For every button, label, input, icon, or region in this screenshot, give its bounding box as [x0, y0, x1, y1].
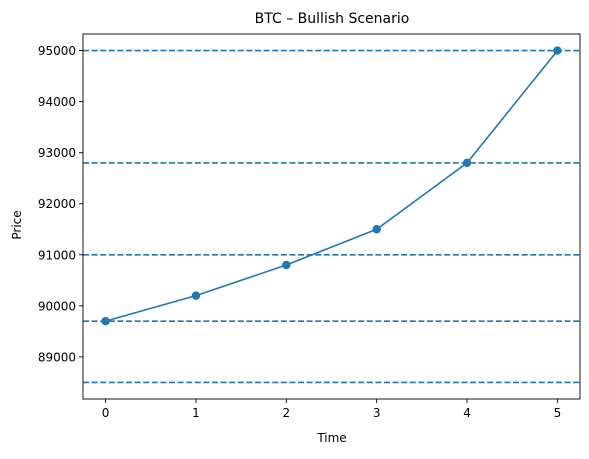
x-tick-label-1: 1: [192, 406, 200, 420]
x-tick-label-2: 2: [282, 406, 290, 420]
x-tick-label-4: 4: [463, 406, 471, 420]
data-point-0: [101, 316, 110, 326]
y-axis-label: Price: [10, 210, 24, 239]
data-point-5: [553, 46, 562, 55]
y-tick-label-4: 93000: [38, 146, 76, 160]
y-tick-label-5: 94000: [38, 95, 76, 109]
series-layer: [101, 46, 562, 326]
data-point-1: [191, 291, 201, 300]
series-line-0: [105, 50, 559, 322]
y-tick-label-2: 91000: [38, 248, 76, 262]
data-point-4: [462, 158, 472, 168]
data-point-3: [372, 225, 381, 234]
y-tick-label-3: 92000: [38, 197, 76, 211]
axes: 0 1 2 3 4 5 89000 90000 91000 92000 93000 94000 9500…: [38, 33, 581, 420]
chart-title: BTC – Bullish Scenario: [255, 11, 410, 27]
reference-lines: [83, 49, 580, 384]
y-tick-label-1: 90000: [38, 299, 76, 313]
x-tick-label-0: 0: [102, 406, 110, 420]
x-axis-label: Time: [316, 431, 346, 445]
axes-frame: [82, 33, 581, 400]
y-tick-label-6: 95000: [38, 44, 76, 58]
x-tick-label-3: 3: [373, 406, 381, 420]
x-tick-label-5: 5: [554, 406, 562, 420]
y-tick-label-0: 89000: [38, 350, 76, 364]
data-point-2: [282, 260, 291, 270]
